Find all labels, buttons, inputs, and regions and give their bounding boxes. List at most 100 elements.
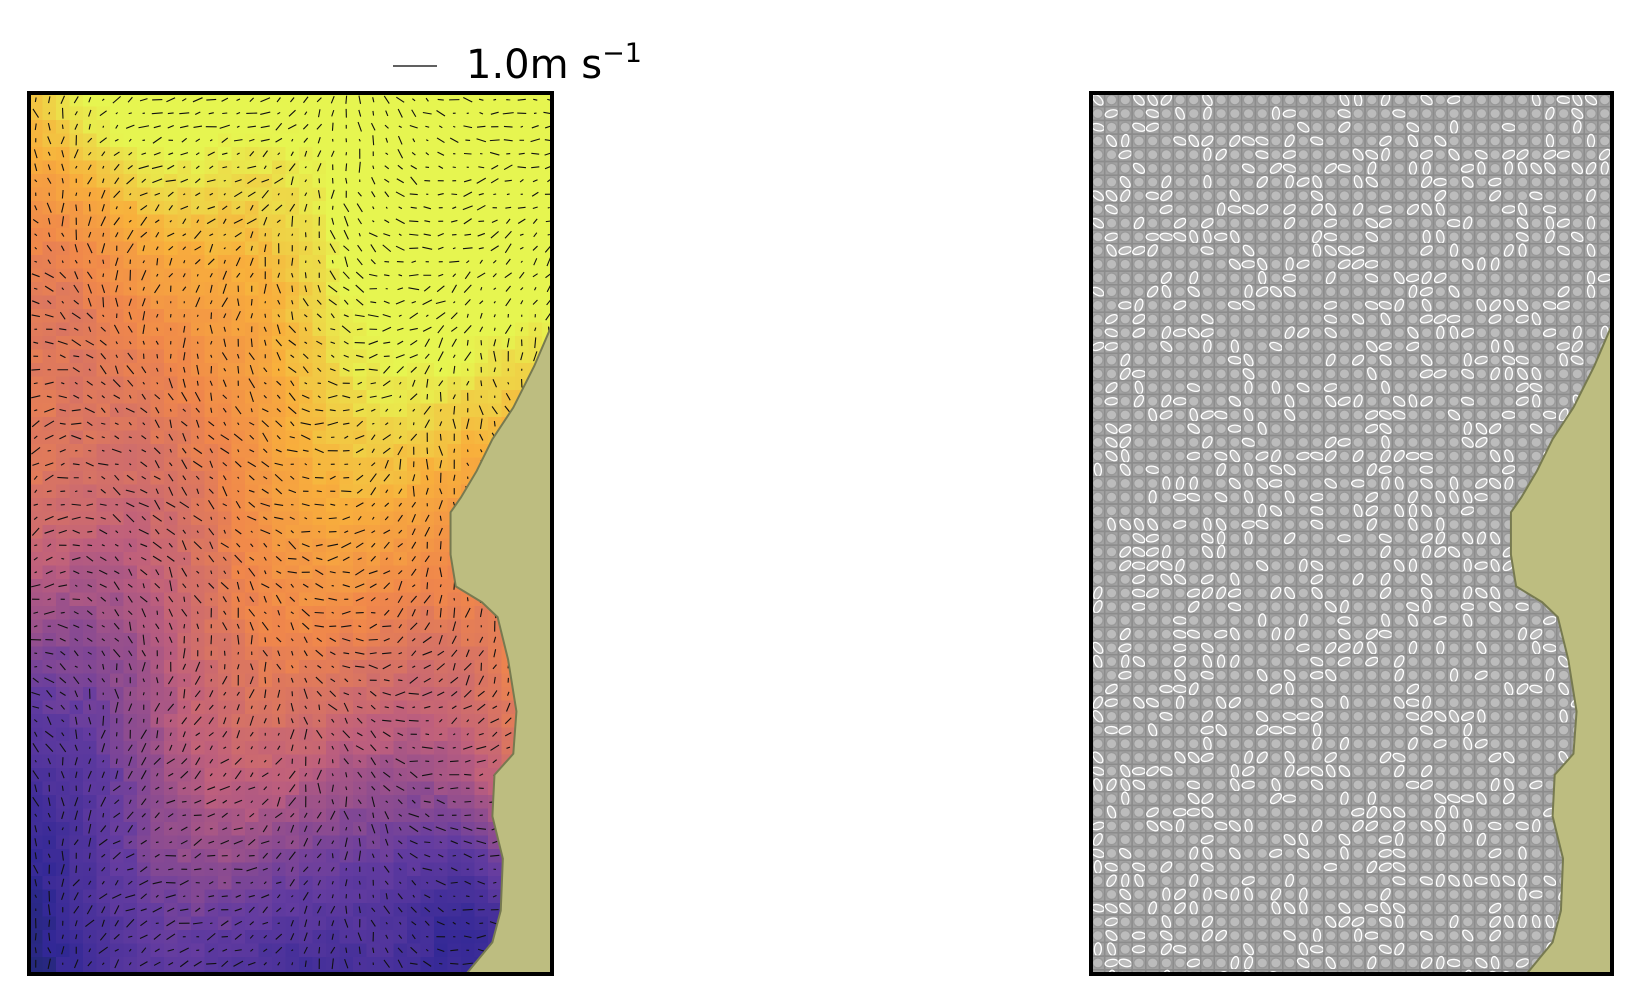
velocity-arrow [492, 260, 497, 264]
velocity-arrow [195, 703, 201, 711]
velocity-arrow [345, 95, 348, 104]
velocity-arrow [276, 663, 282, 670]
velocity-arrow [61, 382, 65, 385]
velocity-arrow [100, 216, 107, 227]
velocity-arrow [423, 206, 432, 210]
velocity-arrow [101, 189, 106, 199]
velocity-arrow [303, 96, 309, 104]
velocity-arrow [408, 719, 419, 722]
velocity-arrow [426, 475, 429, 481]
velocity-arrow [425, 125, 430, 128]
velocity-arrow [196, 273, 199, 277]
velocity-arrow [209, 139, 213, 142]
velocity-arrow [464, 233, 472, 236]
velocity-arrow [263, 786, 268, 791]
velocity-arrow [47, 598, 52, 601]
velocity-arrow [112, 95, 121, 104]
velocity-arrow [290, 176, 294, 186]
velocity-arrow [314, 625, 324, 628]
velocity-arrow [138, 528, 149, 535]
velocity-arrow [397, 608, 404, 618]
velocity-arrow [31, 273, 40, 278]
velocity-arrow [409, 825, 419, 833]
velocity-arrow [114, 474, 120, 481]
velocity-arrow [452, 273, 457, 278]
velocity-arrow [372, 165, 375, 170]
velocity-arrow [194, 745, 201, 751]
velocity-arrow [155, 435, 159, 439]
velocity-arrow [236, 623, 240, 629]
velocity-arrow [532, 206, 538, 210]
velocity-arrow [100, 407, 106, 413]
velocity-arrow [140, 407, 148, 414]
velocity-arrow [141, 742, 147, 753]
velocity-arrow [193, 716, 202, 726]
velocity-arrow [153, 151, 161, 156]
velocity-arrow [141, 813, 146, 818]
velocity-arrow [208, 421, 215, 427]
velocity-arrow [115, 770, 119, 779]
velocity-arrow [410, 206, 417, 209]
velocity-arrow [532, 245, 538, 251]
velocity-arrow [247, 191, 256, 198]
velocity-arrow [88, 109, 92, 117]
velocity-arrow [412, 408, 416, 412]
velocity-arrow [88, 97, 92, 103]
velocity-arrow [520, 300, 524, 305]
velocity-arrow [411, 528, 416, 536]
velocity-arrow [493, 193, 497, 196]
velocity-arrow [506, 746, 511, 749]
velocity-arrow [74, 638, 79, 642]
velocity-arrow [451, 649, 458, 657]
velocity-arrow [437, 232, 444, 237]
velocity-arrow [450, 312, 458, 320]
velocity-arrow [384, 502, 390, 507]
velocity-arrow [329, 571, 336, 574]
velocity-arrow [263, 595, 267, 603]
velocity-arrow [85, 516, 94, 520]
velocity-arrow [182, 337, 186, 348]
velocity-arrow [183, 260, 186, 264]
velocity-arrow [73, 624, 80, 629]
velocity-arrow [437, 151, 445, 156]
velocity-arrow [223, 338, 227, 347]
velocity-arrow [263, 367, 268, 373]
velocity-arrow [411, 650, 417, 657]
velocity-arrow [84, 407, 95, 414]
velocity-arrow [398, 570, 403, 575]
velocity-arrow [168, 433, 174, 441]
velocity-arrow [128, 394, 132, 399]
velocity-arrow [223, 570, 227, 575]
velocity-arrow [505, 392, 511, 401]
velocity-arrow [371, 191, 376, 198]
velocity-arrow [341, 624, 352, 628]
velocity-arrow [288, 109, 296, 117]
velocity-arrow [33, 382, 38, 385]
velocity-arrow [411, 501, 417, 508]
velocity-arrow [506, 338, 510, 348]
velocity-arrow [71, 557, 81, 561]
velocity-arrow [129, 193, 132, 196]
velocity-arrow [504, 230, 512, 239]
velocity-arrow [370, 555, 376, 562]
velocity-arrow [345, 772, 348, 778]
velocity-arrow [424, 353, 430, 359]
field-cell [542, 255, 552, 269]
velocity-arrow [102, 165, 105, 169]
velocity-arrow [331, 826, 334, 832]
velocity-arrow [438, 706, 443, 709]
velocity-arrow [75, 204, 78, 212]
velocity-arrow [531, 125, 539, 129]
velocity-arrow [304, 728, 308, 740]
velocity-arrow [248, 475, 255, 481]
velocity-arrow [466, 733, 469, 736]
velocity-arrow [101, 678, 106, 683]
velocity-arrow [113, 394, 121, 399]
velocity-arrow [169, 448, 172, 453]
velocity-arrow [85, 339, 95, 346]
velocity-arrow [288, 163, 296, 172]
velocity-arrow [87, 530, 93, 533]
field-cell [542, 93, 552, 107]
velocity-arrow [384, 178, 390, 183]
velocity-arrow [222, 218, 227, 224]
